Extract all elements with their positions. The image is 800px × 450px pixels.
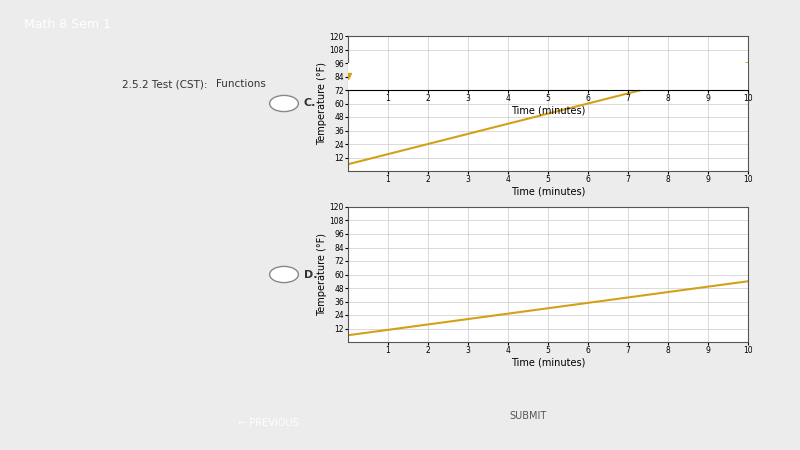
Text: SUBMIT: SUBMIT bbox=[510, 411, 546, 421]
X-axis label: Time (minutes): Time (minutes) bbox=[511, 358, 585, 368]
Text: ← PREVIOUS: ← PREVIOUS bbox=[238, 418, 298, 428]
Text: Functions: Functions bbox=[216, 79, 266, 90]
Text: C.: C. bbox=[304, 99, 316, 108]
Text: 2.5.2 Test (CST):: 2.5.2 Test (CST): bbox=[122, 79, 208, 90]
Y-axis label: Temperature (°F): Temperature (°F) bbox=[317, 62, 326, 145]
Y-axis label: Temperature (°F): Temperature (°F) bbox=[317, 233, 326, 316]
Text: D.: D. bbox=[304, 270, 318, 279]
Text: Math 8 Sem 1: Math 8 Sem 1 bbox=[24, 18, 111, 31]
X-axis label: Time (minutes): Time (minutes) bbox=[511, 187, 585, 197]
X-axis label: Time (minutes): Time (minutes) bbox=[511, 106, 585, 116]
